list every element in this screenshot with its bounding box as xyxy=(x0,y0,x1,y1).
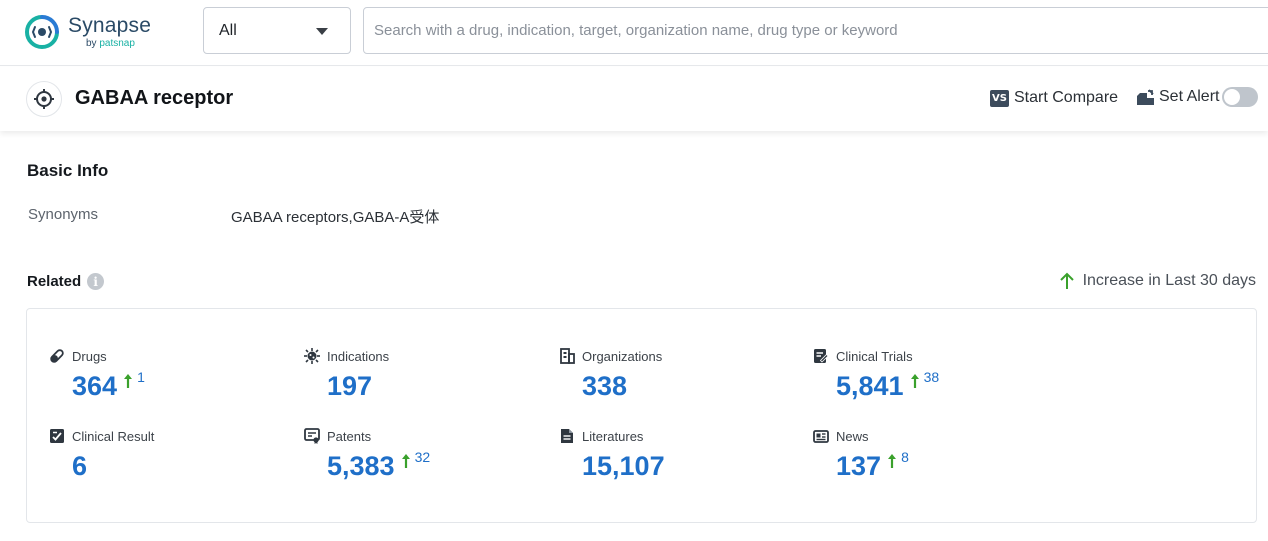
arrow-up-icon xyxy=(887,453,897,469)
stat-value: 5,383 xyxy=(327,451,395,481)
stat-increase-count: 8 xyxy=(901,449,909,465)
stat-value: 15,107 xyxy=(582,451,665,481)
arrow-up-icon xyxy=(910,373,920,389)
stat-label: Clinical Trials xyxy=(836,349,913,364)
stat-value: 137 xyxy=(836,451,881,481)
increase-legend-label: Increase in Last 30 days xyxy=(1083,272,1256,290)
stat-value: 338 xyxy=(582,371,627,401)
stat-label: Patents xyxy=(327,429,371,444)
start-compare-button[interactable]: VS Start Compare xyxy=(990,89,1118,107)
stat-drugs[interactable]: Drugs 364 1 xyxy=(49,347,145,401)
stat-label: Literatures xyxy=(582,429,643,444)
stat-patents[interactable]: Patents 5,383 32 xyxy=(304,427,430,481)
clinical-trial-icon xyxy=(813,348,829,364)
entity-header: GABAA receptor VS Start Compare Set Aler… xyxy=(0,67,1268,131)
compare-icon: VS xyxy=(990,90,1009,107)
set-alert-control[interactable]: Set Alert xyxy=(1136,87,1258,107)
stat-value: 5,841 xyxy=(836,371,904,401)
search-scope-select[interactable]: All xyxy=(203,7,351,54)
start-compare-label: Start Compare xyxy=(1014,89,1118,107)
stat-label: Clinical Result xyxy=(72,429,154,444)
literature-icon xyxy=(559,428,575,444)
arrow-up-icon xyxy=(1059,272,1075,290)
stat-increase: 32 xyxy=(401,453,431,469)
synonyms-label: Synonyms xyxy=(28,206,98,223)
alert-bell-icon xyxy=(1136,89,1155,106)
info-icon[interactable]: i xyxy=(87,273,104,290)
stat-organizations[interactable]: Organizations 338 xyxy=(559,347,662,401)
stat-increase: 1 xyxy=(123,373,145,389)
synonyms-value: GABAA receptors,GABA-A受体 xyxy=(231,206,439,227)
stat-increase: 38 xyxy=(910,373,940,389)
virus-icon xyxy=(304,348,320,364)
stat-increase-count: 1 xyxy=(137,369,145,385)
page-title: GABAA receptor xyxy=(75,87,233,110)
toggle-knob xyxy=(1224,89,1240,105)
increase-legend: Increase in Last 30 days xyxy=(1059,272,1256,290)
brand-vendor: patsnap xyxy=(99,38,135,49)
stat-increase-count: 38 xyxy=(924,369,940,385)
related-title-text: Related xyxy=(27,273,81,290)
stat-increase: 8 xyxy=(887,453,909,469)
stat-label: Indications xyxy=(327,349,389,364)
building-icon xyxy=(559,348,575,364)
set-alert-label: Set Alert xyxy=(1159,88,1219,106)
stat-clinical-trials[interactable]: Clinical Trials 5,841 38 xyxy=(813,347,939,401)
stat-value: 197 xyxy=(327,371,372,401)
stat-label: Organizations xyxy=(582,349,662,364)
caret-down-icon xyxy=(316,28,328,35)
patent-icon xyxy=(304,428,320,444)
brand-byline: by patsnap xyxy=(86,38,135,49)
news-icon xyxy=(813,428,829,444)
stat-news[interactable]: News 137 8 xyxy=(813,427,909,481)
related-stats-card: Drugs 364 1 Indications 197 xyxy=(26,308,1257,523)
stat-clinical-result[interactable]: Clinical Result 6 xyxy=(49,427,154,481)
stat-indications[interactable]: Indications 197 xyxy=(304,347,389,401)
set-alert-toggle[interactable] xyxy=(1222,87,1258,107)
stat-label: Drugs xyxy=(72,349,107,364)
arrow-up-icon xyxy=(401,453,411,469)
synapse-logo[interactable]: Synapse by patsnap xyxy=(24,12,174,52)
search-scope-value: All xyxy=(219,22,237,40)
search-input[interactable] xyxy=(363,7,1268,54)
stat-literatures[interactable]: Literatures 15,107 xyxy=(559,427,665,481)
stat-value: 364 xyxy=(72,371,117,401)
stat-label: News xyxy=(836,429,869,444)
stat-increase-count: 32 xyxy=(415,449,431,465)
related-title: Related i xyxy=(27,273,104,290)
brand-name: Synapse xyxy=(68,14,151,38)
stat-value: 6 xyxy=(72,451,87,481)
basic-info-title: Basic Info xyxy=(27,161,108,181)
pill-icon xyxy=(49,348,65,364)
target-icon xyxy=(26,81,62,117)
top-bar: Synapse by patsnap All xyxy=(0,0,1268,66)
arrow-up-icon xyxy=(123,373,133,389)
synapse-logo-icon xyxy=(24,14,60,50)
clinical-result-icon xyxy=(49,428,65,444)
